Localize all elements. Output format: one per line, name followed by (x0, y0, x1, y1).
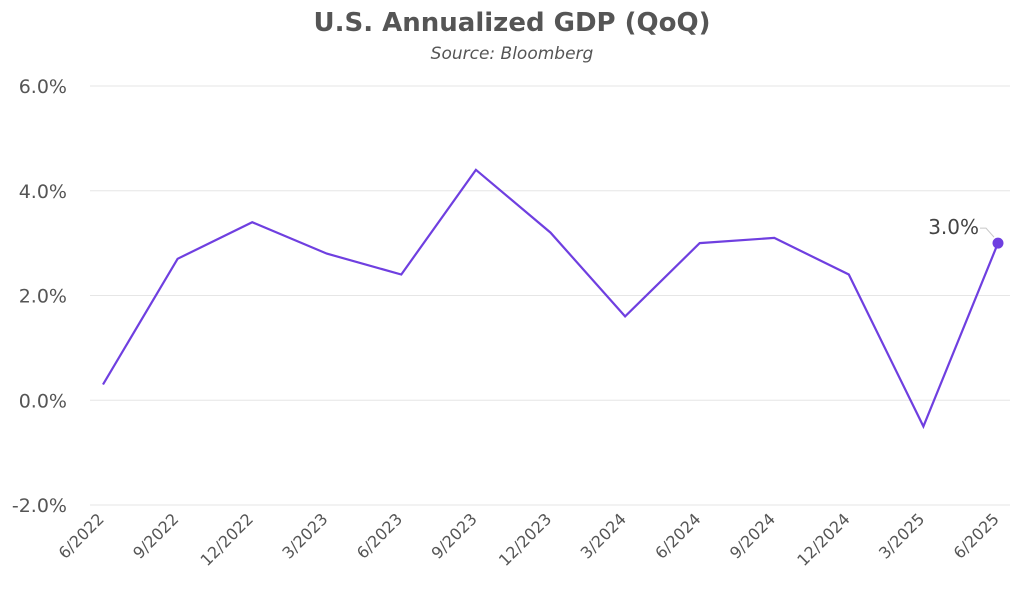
x-tick-label: 9/2024 (726, 509, 779, 562)
chart-subtitle: Source: Bloomberg (430, 44, 594, 64)
chart-title: U.S. Annualized GDP (QoQ) (313, 8, 711, 38)
x-tick-label: 9/2023 (428, 509, 481, 562)
x-tick-label: 6/2024 (651, 509, 704, 562)
x-tick-label: 3/2025 (875, 509, 928, 562)
x-tick-label: 6/2023 (353, 509, 406, 562)
series-line (102, 168, 1000, 430)
data-label-leader (980, 227, 995, 238)
x-tick-label: 12/2023 (495, 509, 555, 569)
x-tick-label: 3/2024 (577, 509, 630, 562)
y-axis-ticks: 6.0% 4.0% 2.0% 0.0% -2.0% (12, 76, 67, 517)
y-tick-label: 2.0% (19, 286, 67, 308)
y-tick-label: 0.0% (19, 390, 67, 412)
y-tick-label: -2.0% (12, 495, 67, 517)
y-tick-label: 4.0% (19, 181, 67, 203)
x-tick-label: 6/2022 (55, 509, 108, 562)
y-tick-label: 6.0% (19, 76, 67, 98)
x-tick-label: 3/2023 (278, 509, 331, 562)
gridlines (90, 85, 1010, 506)
x-tick-label: 12/2022 (197, 509, 257, 569)
x-axis-ticks: 6/2022 9/2022 12/2022 3/2023 6/2023 9/2023 12/… (55, 509, 1003, 569)
last-point-label: 3.0% (928, 215, 979, 239)
last-point-marker (992, 237, 1004, 249)
x-tick-label: 6/2025 (950, 509, 1003, 562)
series-line-group: 3.0% (102, 168, 1004, 430)
x-tick-label: 9/2022 (129, 509, 182, 562)
x-tick-label: 12/2024 (793, 509, 853, 569)
